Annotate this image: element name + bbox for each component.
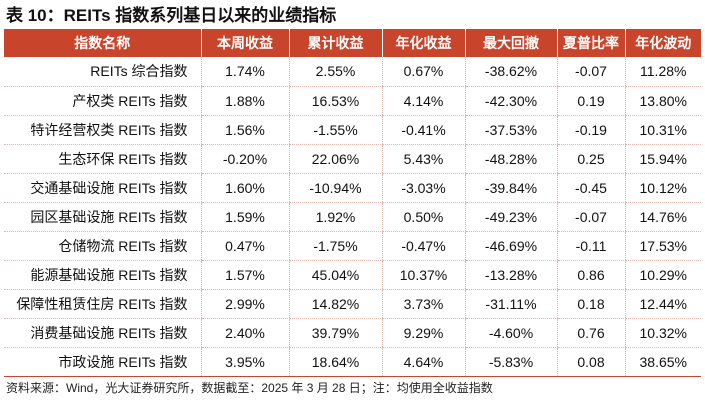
cell-annualized-volatility: 13.80% (624, 86, 701, 116)
cell-max-drawdown: -42.30% (464, 86, 557, 116)
cell-annualized-volatility: 10.29% (624, 260, 701, 290)
cell-max-drawdown: -31.11% (464, 289, 557, 319)
cell-cumulative-return: 14.82% (288, 289, 382, 319)
cell-cumulative-return: 2.55% (288, 57, 382, 87)
table-row: 园区基础设施 REITs 指数 1.59% 1.92% 0.50% -49.23% -0.… (4, 202, 701, 232)
header-annualized-return: 年化收益 (381, 29, 465, 57)
table-row: 交通基础设施 REITs 指数 1.60% -10.94% -3.03% -39.84%… (4, 173, 701, 203)
cell-weekly-return: 1.57% (200, 260, 289, 290)
cell-sharpe-ratio: -0.11 (556, 231, 625, 261)
cell-sharpe-ratio: 0.08 (556, 347, 625, 377)
cell-sharpe-ratio: 0.18 (556, 289, 625, 319)
cell-annualized-volatility: 14.76% (624, 202, 701, 232)
cell-index-name: 园区基础设施 REITs 指数 (4, 202, 201, 232)
cell-weekly-return: 1.59% (200, 202, 289, 232)
cell-max-drawdown: -13.28% (464, 260, 557, 290)
header-max-drawdown: 最大回撤 (464, 29, 557, 57)
cell-max-drawdown: -37.53% (464, 115, 557, 145)
cell-annualized-volatility: 17.53% (624, 231, 701, 261)
cell-annualized-volatility: 15.94% (624, 144, 701, 174)
cell-weekly-return: 1.74% (200, 57, 289, 87)
cell-annualized-volatility: 10.12% (624, 173, 701, 203)
cell-cumulative-return: 22.06% (288, 144, 382, 174)
cell-annualized-volatility: 11.28% (624, 57, 701, 87)
header-sharpe-ratio: 夏普比率 (556, 29, 625, 57)
cell-annualized-return: 4.64% (381, 347, 465, 377)
cell-weekly-return: 1.88% (200, 86, 289, 116)
cell-index-name: REITs 综合指数 (4, 57, 201, 87)
cell-sharpe-ratio: -0.45 (556, 173, 625, 203)
cell-cumulative-return: 39.79% (288, 318, 382, 348)
performance-table: 指数名称 本周收益 累计收益 年化收益 最大回撤 夏普比率 年化波动 REITs… (4, 29, 701, 377)
table-row: REITs 综合指数 1.74% 2.55% 0.67% -38.62% -0.07 11.… (4, 57, 701, 87)
cell-index-name: 消费基础设施 REITs 指数 (4, 318, 201, 348)
cell-max-drawdown: -5.83% (464, 347, 557, 377)
table-row: 保障性租赁住房 REITs 指数 2.99% 14.82% 3.73% -31.11% 0… (4, 289, 701, 319)
cell-index-name: 保障性租赁住房 REITs 指数 (4, 289, 201, 319)
cell-annualized-return: 10.37% (381, 260, 465, 290)
table-row: 特许经营权类 REITs 指数 1.56% -1.55% -0.41% -37.53% -… (4, 115, 701, 145)
cell-cumulative-return: 45.04% (288, 260, 382, 290)
cell-sharpe-ratio: 0.25 (556, 144, 625, 174)
table-row: 仓储物流 REITs 指数 0.47% -1.75% -0.47% -46.69% -0.… (4, 231, 701, 261)
cell-annualized-volatility: 10.32% (624, 318, 701, 348)
cell-max-drawdown: -39.84% (464, 173, 557, 203)
cell-sharpe-ratio: -0.07 (556, 57, 625, 87)
cell-cumulative-return: -1.75% (288, 231, 382, 261)
cell-annualized-return: 9.29% (381, 318, 465, 348)
cell-max-drawdown: -4.60% (464, 318, 557, 348)
cell-index-name: 仓储物流 REITs 指数 (4, 231, 201, 261)
table-row: 市政设施 REITs 指数 3.95% 18.64% 4.64% -5.83% 0.08 3… (4, 347, 701, 377)
cell-annualized-volatility: 38.65% (624, 347, 701, 377)
cell-annualized-return: 0.67% (381, 57, 465, 87)
cell-max-drawdown: -38.62% (464, 57, 557, 87)
header-weekly-return: 本周收益 (200, 29, 289, 57)
cell-sharpe-ratio: -0.07 (556, 202, 625, 232)
cell-weekly-return: 2.40% (200, 318, 289, 348)
cell-index-name: 生态环保 REITs 指数 (4, 144, 201, 174)
header-cumulative-return: 累计收益 (288, 29, 382, 57)
cell-max-drawdown: -48.28% (464, 144, 557, 174)
cell-annualized-return: -3.03% (381, 173, 465, 203)
header-annualized-volatility: 年化波动 (624, 29, 701, 57)
cell-annualized-volatility: 12.44% (624, 289, 701, 319)
cell-annualized-return: -0.47% (381, 231, 465, 261)
cell-index-name: 市政设施 REITs 指数 (4, 347, 201, 377)
source-note: 资料来源：Wind，光大证券研究所，数据截至：2025 年 3 月 28 日；注… (6, 381, 493, 395)
table-row: 生态环保 REITs 指数 -0.20% 22.06% 5.43% -48.28% 0.2… (4, 144, 701, 174)
cell-index-name: 交通基础设施 REITs 指数 (4, 173, 201, 203)
cell-sharpe-ratio: -0.19 (556, 115, 625, 145)
cell-annualized-return: 0.50% (381, 202, 465, 232)
table-row: 消费基础设施 REITs 指数 2.40% 39.79% 9.29% -4.60% 0.7… (4, 318, 701, 348)
cell-annualized-return: 3.73% (381, 289, 465, 319)
cell-weekly-return: 1.56% (200, 115, 289, 145)
cell-sharpe-ratio: 0.86 (556, 260, 625, 290)
table-title: 表 10：REITs 指数系列基日以来的业绩指标 (6, 6, 337, 25)
cell-max-drawdown: -46.69% (464, 231, 557, 261)
cell-weekly-return: -0.20% (200, 144, 289, 174)
cell-index-name: 能源基础设施 REITs 指数 (4, 260, 201, 290)
cell-index-name: 产权类 REITs 指数 (4, 86, 201, 116)
cell-cumulative-return: -10.94% (288, 173, 382, 203)
cell-cumulative-return: 1.92% (288, 202, 382, 232)
cell-weekly-return: 2.99% (200, 289, 289, 319)
cell-sharpe-ratio: 0.19 (556, 86, 625, 116)
cell-cumulative-return: -1.55% (288, 115, 382, 145)
table-row: 能源基础设施 REITs 指数 1.57% 45.04% 10.37% -13.28% 0… (4, 260, 701, 290)
cell-cumulative-return: 16.53% (288, 86, 382, 116)
cell-weekly-return: 3.95% (200, 347, 289, 377)
cell-weekly-return: 1.60% (200, 173, 289, 203)
header-index-name: 指数名称 (74, 35, 131, 51)
cell-annualized-return: 5.43% (381, 144, 465, 174)
table-row: 产权类 REITs 指数 1.88% 16.53% 4.14% -42.30% 0.19 1… (4, 86, 701, 116)
cell-annualized-return: -0.41% (381, 115, 465, 145)
cell-cumulative-return: 18.64% (288, 347, 382, 377)
cell-max-drawdown: -49.23% (464, 202, 557, 232)
cell-sharpe-ratio: 0.76 (556, 318, 625, 348)
cell-weekly-return: 0.47% (200, 231, 289, 261)
table-header-row: 指数名称 本周收益 累计收益 年化收益 最大回撤 夏普比率 年化波动 (4, 29, 701, 57)
cell-index-name: 特许经营权类 REITs 指数 (4, 115, 201, 145)
cell-annualized-volatility: 10.31% (624, 115, 701, 145)
cell-annualized-return: 4.14% (381, 86, 465, 116)
